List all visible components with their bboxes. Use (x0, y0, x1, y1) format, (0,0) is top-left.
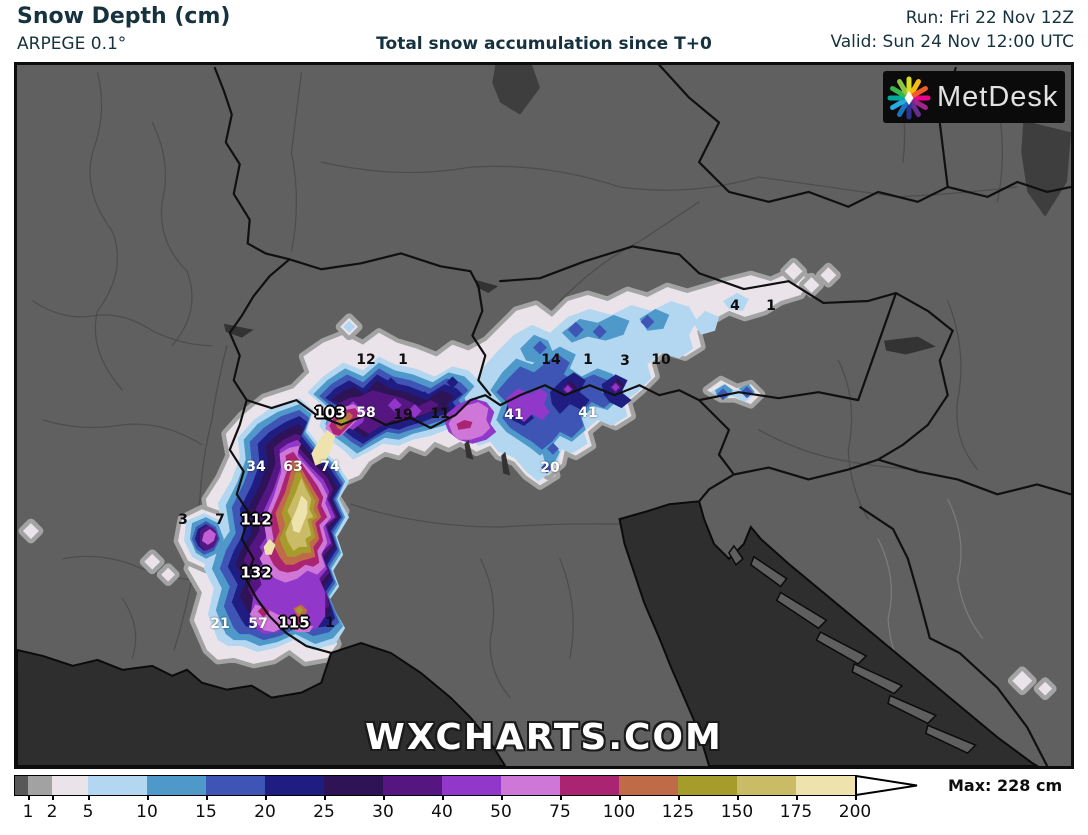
colorbar-tick (52, 795, 54, 800)
colorbar-tick-label: 175 (779, 802, 813, 822)
colorbar-tick (206, 795, 208, 800)
colorbar-segment (442, 776, 501, 795)
colorbar-tick (796, 795, 798, 800)
map-canvas (17, 65, 1071, 766)
colorbar-segment (324, 776, 383, 795)
lakes-and-terrain (223, 65, 1071, 476)
colorbar-segment (28, 776, 52, 795)
colorbar-segment (383, 776, 442, 795)
colorbar-tick (501, 795, 503, 800)
colorbar-segment (619, 776, 678, 795)
colorbar-segment (147, 776, 206, 795)
colorbar-tick (855, 795, 857, 800)
colorbar-tick (147, 795, 149, 800)
colorbar-gradient (14, 775, 856, 796)
weather-map: 12 1 103 58 19 11 41 14 1 3 10 41 20 4 1 34 63 74 3 7 112 132… (14, 62, 1074, 769)
metdesk-logo: MetDesk (883, 71, 1065, 123)
colorbar-segment (678, 776, 737, 795)
colorbar-segment (265, 776, 324, 795)
colorbar: 1 2 5 10 15 20 25 30 40 50 75 100 125 150 175 200 Max: … (0, 771, 1088, 835)
colorbar-segment (501, 776, 560, 795)
colorbar-tick (28, 795, 30, 800)
colorbar-tick-label: 30 (372, 802, 394, 822)
colorbar-tick-label: 40 (431, 802, 453, 822)
colorbar-tick-label: 150 (720, 802, 754, 822)
metdesk-logo-text: MetDesk (937, 80, 1059, 113)
header: Snow Depth (cm) ARPEGE 0.1° Total snow a… (0, 0, 1088, 62)
colorbar-tick-label: 125 (661, 802, 695, 822)
colorbar-segment (15, 776, 28, 795)
colorbar-tick-label: 20 (254, 802, 276, 822)
colorbar-segment (88, 776, 147, 795)
colorbar-tick (560, 795, 562, 800)
colorbar-tick-label: 50 (490, 802, 512, 822)
snow-depth-shading (18, 257, 1057, 701)
colorbar-tick (619, 795, 621, 800)
page-title: Snow Depth (cm) (17, 4, 231, 29)
colorbar-segment (206, 776, 265, 795)
colorbar-tick-label: 75 (549, 802, 571, 822)
chart-subtitle: Total snow accumulation since T+0 (376, 34, 712, 54)
colorbar-tick-label: 10 (136, 802, 158, 822)
colorbar-tick (678, 795, 680, 800)
sea (17, 500, 1040, 766)
valid-time: Valid: Sun 24 Nov 12:00 UTC (830, 32, 1074, 52)
colorbar-segment (560, 776, 619, 795)
colorbar-tick (383, 795, 385, 800)
colorbar-segment (796, 776, 855, 795)
wxcharts-watermark: WXCHARTS.COM (365, 717, 723, 758)
colorbar-tick (265, 795, 267, 800)
colorbar-segment (52, 776, 88, 795)
colorbar-tick-label: 100 (602, 802, 636, 822)
colorbar-tick-label: 25 (313, 802, 335, 822)
colorbar-tick (737, 795, 739, 800)
colorbar-tick (324, 795, 326, 800)
max-value-label: Max: 228 cm (948, 776, 1063, 795)
colorbar-tick-label: 1 (22, 802, 34, 822)
colorbar-arrow (855, 775, 918, 796)
colorbar-tick (442, 795, 444, 800)
colorbar-tick (88, 795, 90, 800)
colorbar-tick-label: 200 (838, 802, 872, 822)
colorbar-tick-label: 2 (46, 802, 58, 822)
colorbar-tick-label: 5 (82, 802, 94, 822)
country-borders (213, 65, 1071, 766)
run-time: Run: Fri 22 Nov 12Z (905, 8, 1074, 28)
colorbar-segment (737, 776, 796, 795)
metdesk-starburst-icon (887, 76, 931, 120)
colorbar-tick-label: 15 (195, 802, 217, 822)
model-name: ARPEGE 0.1° (17, 34, 127, 54)
